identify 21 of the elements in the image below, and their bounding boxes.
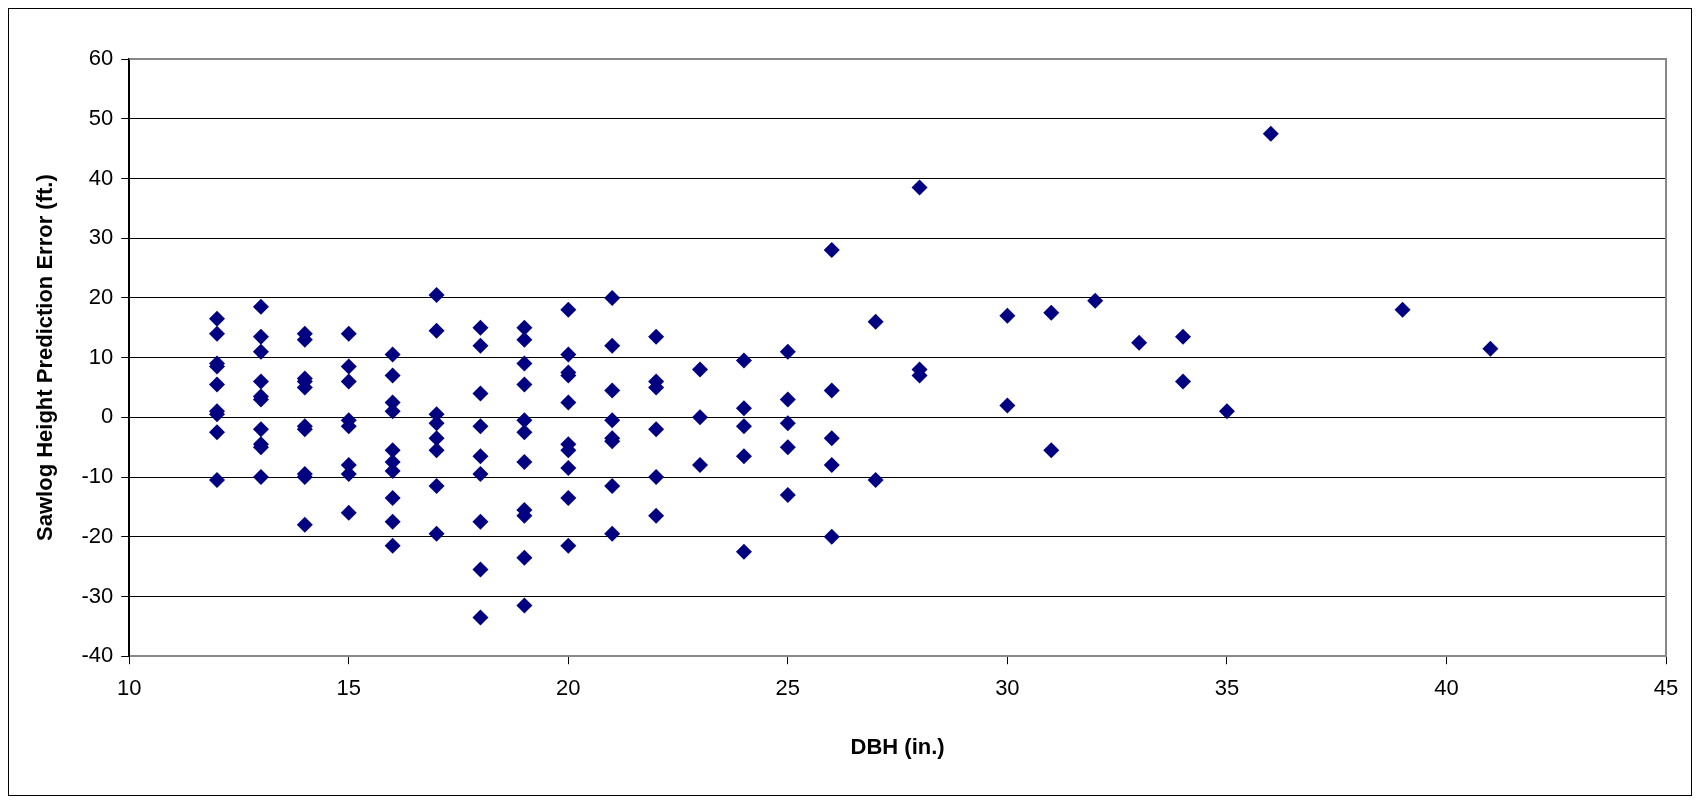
x-axis-title: DBH (in.) (850, 733, 945, 759)
y-axis-title: Sawlog Height Prediction Error (ft.) (32, 174, 58, 541)
y-tick-label: -30 (81, 582, 114, 608)
x-tick-label: 10 (116, 675, 142, 701)
y-tick-label: 60 (88, 45, 114, 71)
y-tick-label: 50 (88, 104, 114, 130)
x-tick-label: 20 (556, 675, 581, 701)
y-tick-label: 10 (88, 343, 114, 369)
x-tick-label: 45 (1653, 675, 1679, 701)
y-tick-label: 40 (88, 164, 114, 190)
x-tick-label: 35 (1214, 675, 1240, 701)
y-tick-label: -40 (81, 642, 114, 668)
x-tick-label: 40 (1434, 675, 1459, 701)
y-tick-label: 20 (88, 283, 114, 309)
y-tick-label: -10 (81, 463, 114, 489)
x-tick-label: 25 (775, 675, 801, 701)
y-tick-label: -20 (81, 522, 114, 548)
y-tick-label: 0 (100, 403, 114, 429)
y-tick-label: 30 (88, 224, 114, 250)
x-tick-label: 30 (995, 675, 1020, 701)
x-tick-label: 15 (336, 675, 361, 701)
